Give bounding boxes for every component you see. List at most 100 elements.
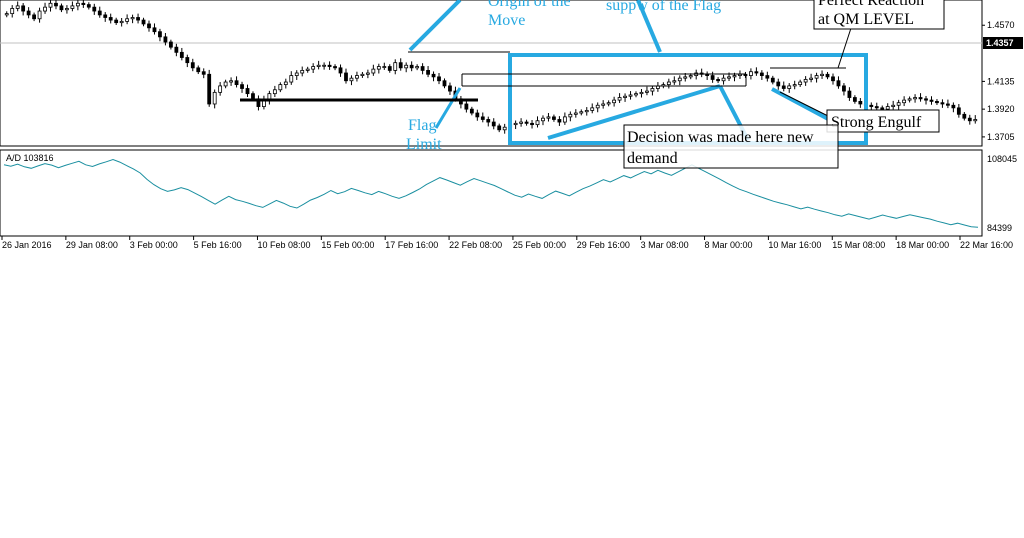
candle-body	[251, 93, 255, 100]
candle-body	[355, 75, 359, 79]
candle-body	[809, 77, 814, 80]
candle-body	[119, 20, 124, 24]
flag-limit-pointer	[434, 87, 462, 129]
candle-body	[97, 10, 102, 16]
candle-body	[283, 81, 288, 86]
candle-body	[803, 79, 808, 83]
candle-body	[196, 67, 201, 73]
candle-body	[754, 71, 759, 74]
candle-body	[781, 85, 786, 89]
price-y-tick-label: 1.3705	[987, 132, 1015, 142]
candle-body	[480, 116, 485, 120]
time-tick-label: 10 Mar 16:00	[768, 240, 821, 250]
candle-body	[524, 121, 529, 124]
candle-body	[749, 71, 753, 76]
candle-body	[918, 97, 923, 100]
ad-series-line	[3, 158, 979, 228]
candle-body	[858, 101, 863, 105]
price-y-tick-label: 1.3920	[987, 104, 1015, 114]
candle-body	[601, 103, 606, 106]
reaction-label-1: Perfect Reaction	[818, 0, 924, 9]
candle-body	[201, 71, 206, 75]
candle-body	[836, 80, 841, 87]
candle-body	[240, 84, 244, 89]
candle-body	[125, 18, 130, 22]
candle-body	[907, 98, 912, 101]
time-tick-label: 5 Feb 16:00	[194, 240, 242, 250]
candle-body	[617, 97, 622, 101]
candle-body	[409, 64, 414, 69]
candle-body	[404, 64, 409, 69]
candle-body	[360, 73, 365, 76]
candle-body	[792, 84, 797, 87]
candle-body	[502, 126, 507, 131]
candle-body	[59, 5, 64, 11]
candle-body	[103, 14, 108, 18]
candle-body	[431, 73, 436, 78]
time-tick-label: 18 Mar 00:00	[896, 240, 949, 250]
candle-body	[940, 102, 945, 105]
candle-body	[32, 14, 36, 20]
candle-body	[546, 116, 551, 119]
candle-body	[732, 75, 737, 78]
candle-body	[787, 85, 792, 89]
candle-body	[891, 104, 896, 107]
candle-body	[946, 103, 950, 106]
candle-body	[535, 120, 540, 126]
decision-label-2: demand	[627, 150, 678, 167]
candle-body	[114, 19, 119, 24]
candle-body	[338, 67, 343, 74]
candle-body	[464, 103, 469, 110]
candle-body	[628, 94, 633, 97]
candle-body	[322, 64, 327, 67]
support-pointer	[636, 0, 662, 53]
candle-body	[541, 117, 545, 122]
candle-body	[590, 107, 595, 111]
candle-body	[147, 23, 151, 29]
candle-body	[311, 66, 316, 70]
time-tick-label: 22 Mar 16:00	[960, 240, 1013, 250]
candle-body	[612, 99, 617, 104]
candle-body	[562, 116, 567, 123]
candle-body	[136, 17, 140, 21]
flag-limit-label-1: Flag	[408, 117, 436, 134]
candle-body	[174, 46, 179, 53]
candle-body	[552, 116, 556, 120]
candle-body	[10, 8, 15, 15]
candle-body	[929, 99, 934, 102]
candle-body	[278, 84, 283, 91]
candle-body	[179, 51, 184, 58]
candle-body	[902, 99, 907, 104]
candle-body	[842, 85, 846, 92]
time-tick-label: 17 Feb 16:00	[385, 240, 438, 250]
candle-body	[568, 113, 573, 118]
candle-body	[634, 93, 638, 96]
price-y-tick-label: 1.4570	[987, 20, 1015, 30]
candle-body	[207, 73, 212, 105]
candle-body	[54, 2, 58, 7]
support-trendline	[547, 84, 721, 140]
engulf-label: Strong Engulf	[831, 114, 922, 131]
annotations: Origin of the Move suppw of the Flag Fla…	[240, 0, 945, 169]
flag-limit-label-2: Limit	[406, 136, 442, 153]
candle-body	[820, 73, 824, 76]
candle-body	[825, 73, 830, 78]
candle-body	[962, 113, 967, 119]
engulf-box	[826, 109, 940, 133]
candle-body	[158, 31, 162, 38]
candle-body	[573, 112, 578, 115]
origin-pointer	[408, 0, 462, 52]
candle-body	[765, 75, 770, 79]
candle-body	[245, 88, 250, 95]
candle-body	[86, 4, 91, 8]
candle-body	[683, 76, 688, 79]
current-price-tag: 1.4357	[983, 37, 1023, 49]
candle-body	[344, 72, 348, 82]
candle-body	[469, 108, 474, 114]
candle-body	[289, 75, 294, 83]
time-tick-label: 3 Feb 00:00	[130, 240, 178, 250]
candle-body	[579, 111, 584, 114]
candle-body	[65, 8, 69, 11]
time-tick-label: 15 Feb 00:00	[321, 240, 374, 250]
candle-body	[185, 57, 190, 64]
